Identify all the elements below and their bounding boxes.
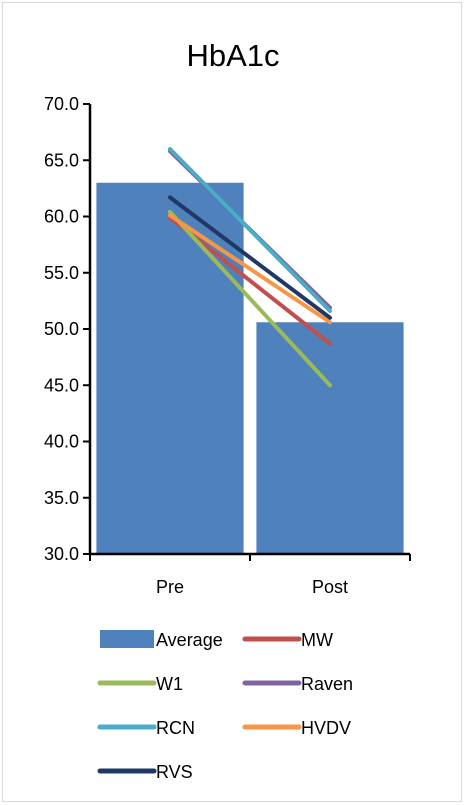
chart-title: HbA1c — [186, 38, 279, 73]
x-tick-label-post: Post — [312, 577, 348, 597]
y-tick-label: 35.0 — [44, 488, 79, 508]
y-tick-label: 45.0 — [44, 375, 79, 395]
legend-label-average: Average — [156, 630, 223, 650]
legend-label-rcn: RCN — [156, 718, 195, 738]
y-tick-label: 70.0 — [44, 94, 79, 114]
legend-label-w1: W1 — [156, 674, 183, 694]
series-line-rvs — [168, 195, 332, 320]
bar-average-pre — [96, 182, 244, 554]
legend-label-mw: MW — [301, 630, 333, 650]
x-tick-label-pre: Pre — [156, 577, 184, 597]
y-tick-label: 65.0 — [44, 150, 79, 170]
series-line-w1 — [168, 210, 332, 388]
legend-swatch-average — [100, 630, 154, 648]
series-line-rcn — [168, 147, 332, 313]
series-line-hvdv — [168, 213, 332, 325]
bar-average-post — [256, 322, 404, 554]
legend-label-rvs: RVS — [156, 762, 193, 782]
y-tick-label: 55.0 — [44, 263, 79, 283]
y-tick-label: 40.0 — [44, 432, 79, 452]
y-tick-label: 60.0 — [44, 207, 79, 227]
y-tick-label: 50.0 — [44, 319, 79, 339]
legend-label-raven: Raven — [301, 674, 353, 694]
legend-label-hvdv: HVDV — [301, 718, 351, 738]
y-tick-label: 30.0 — [44, 544, 79, 564]
